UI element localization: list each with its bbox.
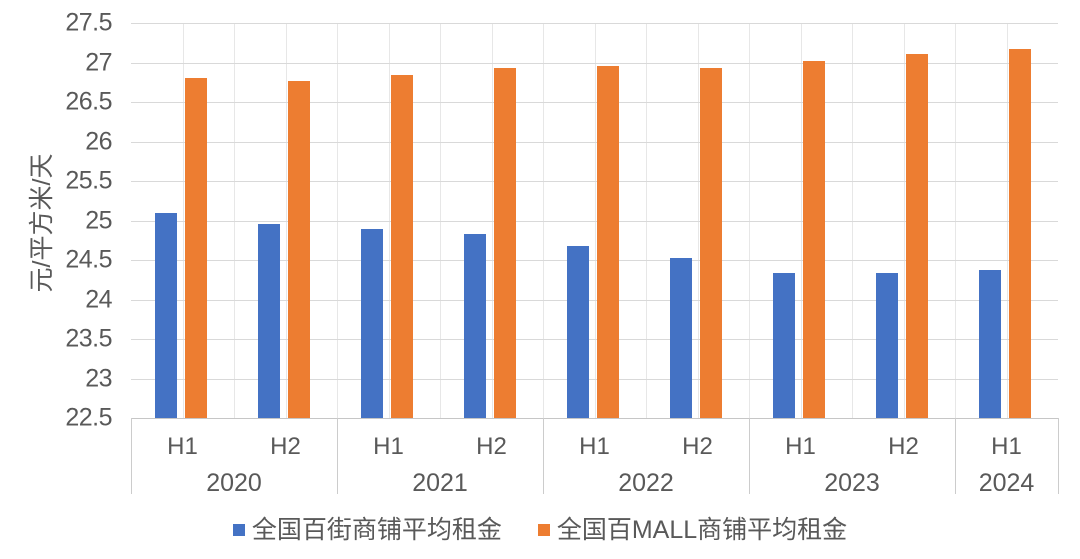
bar-street-2022-H1	[566, 245, 589, 418]
legend-label-mall: 全国百MALL商铺平均租金	[556, 516, 848, 544]
bar-mall-2021-H2	[493, 68, 516, 418]
x-label-half: H1	[991, 433, 1022, 460]
bar-mall-2020-H2	[287, 81, 310, 418]
y-tick-label: 22.5	[65, 403, 112, 432]
y-tick-label: 24	[85, 285, 112, 313]
y-tick-label: 26.5	[65, 87, 112, 116]
y-tick-label: 24.5	[65, 245, 112, 274]
y-tick-label: 25.5	[65, 166, 112, 195]
bar-street-2023-H1	[772, 273, 795, 418]
legend: 全国百街商铺平均租金 全国百MALL商铺平均租金	[0, 512, 1080, 548]
horizontal-gridline	[131, 181, 1058, 182]
horizontal-gridline	[131, 141, 1058, 143]
x-label-half: H1	[785, 433, 816, 460]
bar-street-2023-H2	[875, 272, 898, 418]
y-tick-label: 26	[85, 127, 112, 155]
horizontal-gridline	[131, 62, 1058, 64]
bar-mall-2024-H1	[1008, 49, 1031, 418]
horizontal-gridline	[131, 102, 1058, 103]
y-tick-label: 23	[85, 364, 112, 392]
x-axis-group-divider	[1058, 418, 1059, 494]
x-label-half: H1	[167, 433, 198, 460]
legend-label-street: 全国百街商铺平均租金	[251, 516, 502, 544]
bar-street-2021-H2	[463, 233, 486, 418]
bar-mall-2023-H2	[905, 53, 928, 418]
x-label-year: 2021	[412, 469, 468, 497]
x-label-year: 2020	[206, 469, 262, 497]
y-tick-label: 23.5	[65, 324, 112, 353]
bar-street-2020-H2	[257, 223, 280, 418]
horizontal-gridline	[131, 339, 1058, 340]
x-label-half: H2	[270, 433, 301, 460]
bar-mall-2021-H1	[390, 75, 413, 418]
x-label-half: H2	[682, 433, 713, 460]
horizontal-gridline	[131, 378, 1058, 380]
legend-swatch-mall-icon	[537, 524, 550, 536]
legend-swatch-street-icon	[232, 524, 245, 536]
horizontal-gridline	[131, 220, 1058, 222]
y-tick-label: 27	[85, 48, 112, 76]
x-axis-group-divider	[955, 418, 956, 494]
horizontal-gridline	[131, 260, 1058, 261]
horizontal-gridline	[131, 23, 1058, 24]
x-label-half: H1	[579, 433, 610, 460]
bar-street-2021-H1	[360, 229, 383, 418]
y-tick-label: 25	[85, 206, 112, 234]
bar-mall-2023-H1	[802, 60, 825, 418]
x-label-half: H1	[373, 433, 404, 460]
bar-mall-2022-H2	[699, 68, 722, 418]
legend-item-mall: 全国百MALL商铺平均租金	[537, 515, 848, 545]
x-label-year: 2023	[824, 469, 880, 497]
bar-mall-2022-H1	[596, 65, 619, 418]
x-axis-group-divider	[749, 418, 750, 494]
x-label-half: H2	[476, 433, 507, 460]
bar-mall-2020-H1	[184, 77, 207, 418]
x-label-year: 2024	[978, 469, 1035, 497]
x-axis-group-divider	[543, 418, 544, 494]
x-axis-group-divider	[131, 418, 132, 494]
bar-street-2022-H2	[669, 258, 692, 418]
x-label-year: 2022	[618, 469, 674, 497]
bar-street-2020-H1	[154, 212, 177, 418]
x-label-half: H2	[888, 433, 919, 460]
bar-street-2024-H1	[978, 270, 1001, 418]
legend-item-street: 全国百街商铺平均租金	[232, 515, 502, 545]
y-tick-label: 27.5	[65, 8, 112, 37]
horizontal-gridline	[131, 299, 1058, 301]
x-axis-group-divider	[337, 418, 338, 494]
x-axis-line	[131, 418, 1058, 419]
